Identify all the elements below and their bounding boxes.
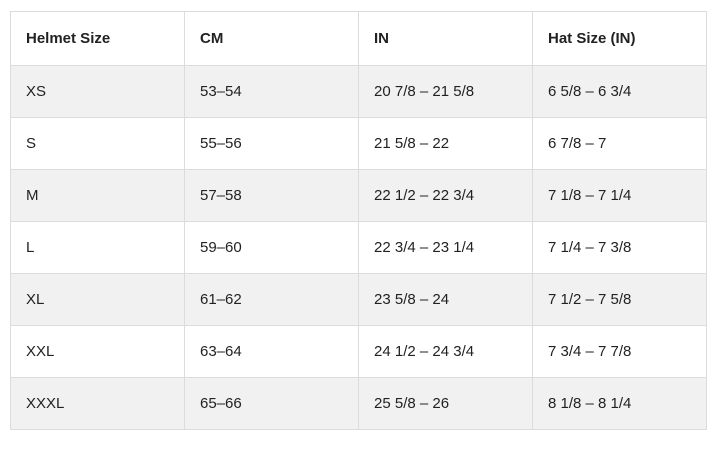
table-cell: M (10, 169, 185, 222)
table-cell: XL (10, 273, 185, 326)
helmet-size-table: Helmet Size CM IN Hat Size (IN) XS 53–54 20 7… (10, 11, 707, 430)
table-row: S 55–56 21 5/8 – 22 6 7/8 – 7 (10, 117, 707, 170)
table-cell: 6 7/8 – 7 (532, 117, 707, 170)
table-cell: 65–66 (184, 377, 359, 430)
table-cell: XXXL (10, 377, 185, 430)
column-header: CM (184, 11, 359, 66)
table-cell: 24 1/2 – 24 3/4 (358, 325, 533, 378)
table-cell: 7 3/4 – 7 7/8 (532, 325, 707, 378)
table-cell: XXL (10, 325, 185, 378)
table-cell: 61–62 (184, 273, 359, 326)
column-header: IN (358, 11, 533, 66)
table-row: L 59–60 22 3/4 – 23 1/4 7 1/4 – 7 3/8 (10, 221, 707, 274)
table-row: XXXL 65–66 25 5/8 – 26 8 1/8 – 8 1/4 (10, 377, 707, 430)
table-cell: 7 1/4 – 7 3/8 (532, 221, 707, 274)
table-cell: 25 5/8 – 26 (358, 377, 533, 430)
table-cell: 20 7/8 – 21 5/8 (358, 65, 533, 118)
table-cell: S (10, 117, 185, 170)
table-cell: 63–64 (184, 325, 359, 378)
table-cell: 22 3/4 – 23 1/4 (358, 221, 533, 274)
table-cell: 57–58 (184, 169, 359, 222)
table-cell: 21 5/8 – 22 (358, 117, 533, 170)
table-cell: 59–60 (184, 221, 359, 274)
table-row: M 57–58 22 1/2 – 22 3/4 7 1/8 – 7 1/4 (10, 169, 707, 222)
header-row: Helmet Size CM IN Hat Size (IN) (10, 11, 707, 66)
column-header: Hat Size (IN) (532, 11, 707, 66)
table-row: XL 61–62 23 5/8 – 24 7 1/2 – 7 5/8 (10, 273, 707, 326)
table-cell: 8 1/8 – 8 1/4 (532, 377, 707, 430)
table-cell: 7 1/8 – 7 1/4 (532, 169, 707, 222)
column-header: Helmet Size (10, 11, 185, 66)
table-cell: 22 1/2 – 22 3/4 (358, 169, 533, 222)
table-cell: 55–56 (184, 117, 359, 170)
table-cell: 6 5/8 – 6 3/4 (532, 65, 707, 118)
table-cell: 53–54 (184, 65, 359, 118)
table-row: XS 53–54 20 7/8 – 21 5/8 6 5/8 – 6 3/4 (10, 65, 707, 118)
table-cell: L (10, 221, 185, 274)
table-row: XXL 63–64 24 1/2 – 24 3/4 7 3/4 – 7 7/8 (10, 325, 707, 378)
table-cell: XS (10, 65, 185, 118)
table-cell: 7 1/2 – 7 5/8 (532, 273, 707, 326)
table-cell: 23 5/8 – 24 (358, 273, 533, 326)
